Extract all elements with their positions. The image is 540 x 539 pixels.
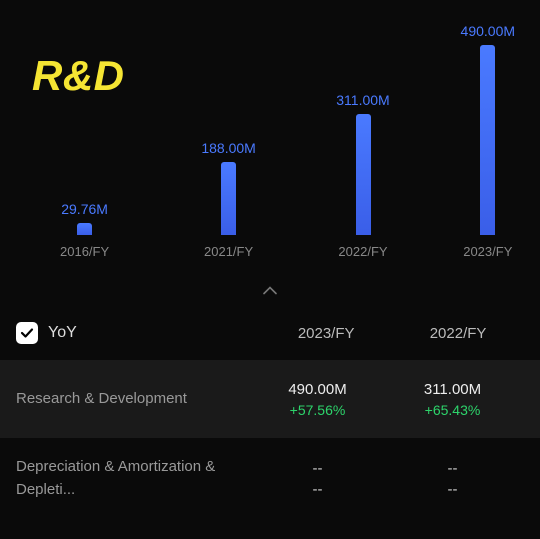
column-header[interactable]: 2022/FY <box>392 325 524 342</box>
bar <box>480 45 495 235</box>
bar-axis-label: 2023/FY <box>463 244 512 259</box>
cell-pct: -- <box>448 481 458 498</box>
table-header: YoY 2023/FY 2022/FY <box>0 310 540 360</box>
column-header[interactable]: 2023/FY <box>260 325 392 342</box>
bar-value-label: 311.00M <box>336 92 389 108</box>
bar-group[interactable]: 311.00M2022/FY <box>318 92 408 235</box>
data-table: YoY 2023/FY 2022/FY Research & Developme… <box>0 310 540 519</box>
row-label: Research & Development <box>16 388 250 411</box>
row-label: Depreciation & Amortization & Depleti... <box>16 456 250 501</box>
bar-chart: 29.76M2016/FY188.00M2021/FY311.00M2022/F… <box>30 25 510 265</box>
bar-group[interactable]: 490.00M2023/FY <box>443 23 533 235</box>
bar-axis-label: 2022/FY <box>338 244 387 259</box>
row-cell: -- -- <box>250 460 385 498</box>
yoy-toggle-cell: YoY <box>16 322 260 344</box>
bar <box>77 223 92 235</box>
cell-value: -- <box>313 460 323 477</box>
table-row[interactable]: Research & Development 490.00M +57.56% 311.… <box>0 360 540 438</box>
yoy-label: YoY <box>48 324 77 342</box>
row-cell: 311.00M +65.43% <box>385 381 520 418</box>
screen: R&D 29.76M2016/FY188.00M2021/FY311.00M20… <box>0 0 540 539</box>
bar <box>221 162 236 235</box>
collapse-icon[interactable] <box>263 284 277 298</box>
bar-value-label: 188.00M <box>201 140 255 156</box>
cell-pct: +65.43% <box>425 402 481 418</box>
bar-axis-label: 2021/FY <box>204 244 253 259</box>
table-row[interactable]: Depreciation & Amortization & Depleti...… <box>0 438 540 519</box>
cell-pct: +57.56% <box>290 402 346 418</box>
bar <box>356 114 371 235</box>
bar-value-label: 29.76M <box>61 201 108 217</box>
bar-group[interactable]: 188.00M2021/FY <box>184 140 274 235</box>
cell-value: 490.00M <box>288 381 346 398</box>
yoy-checkbox[interactable] <box>16 322 38 344</box>
cell-value: 311.00M <box>424 381 481 398</box>
cell-pct: -- <box>313 481 323 498</box>
cell-value: -- <box>448 460 458 477</box>
bar-group[interactable]: 29.76M2016/FY <box>40 201 130 235</box>
bar-axis-label: 2016/FY <box>60 244 109 259</box>
bar-value-label: 490.00M <box>461 23 515 39</box>
row-cell: 490.00M +57.56% <box>250 381 385 418</box>
row-cell: -- -- <box>385 460 520 498</box>
